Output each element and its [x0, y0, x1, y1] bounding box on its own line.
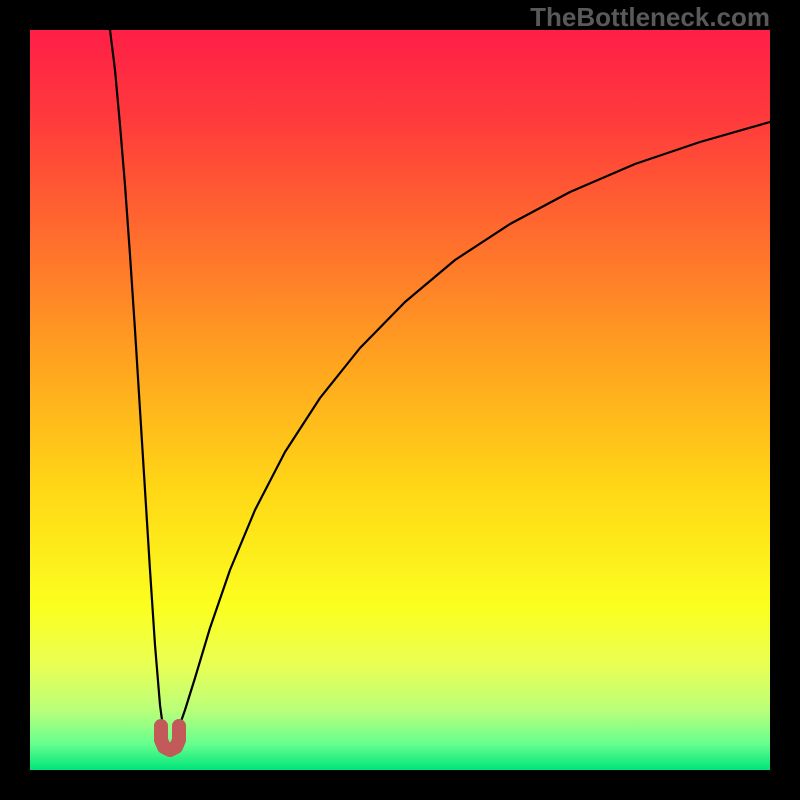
- watermark-text: TheBottleneck.com: [530, 2, 770, 33]
- chart-background: [30, 30, 770, 770]
- plot-area: [30, 30, 770, 770]
- chart-svg: [30, 30, 770, 770]
